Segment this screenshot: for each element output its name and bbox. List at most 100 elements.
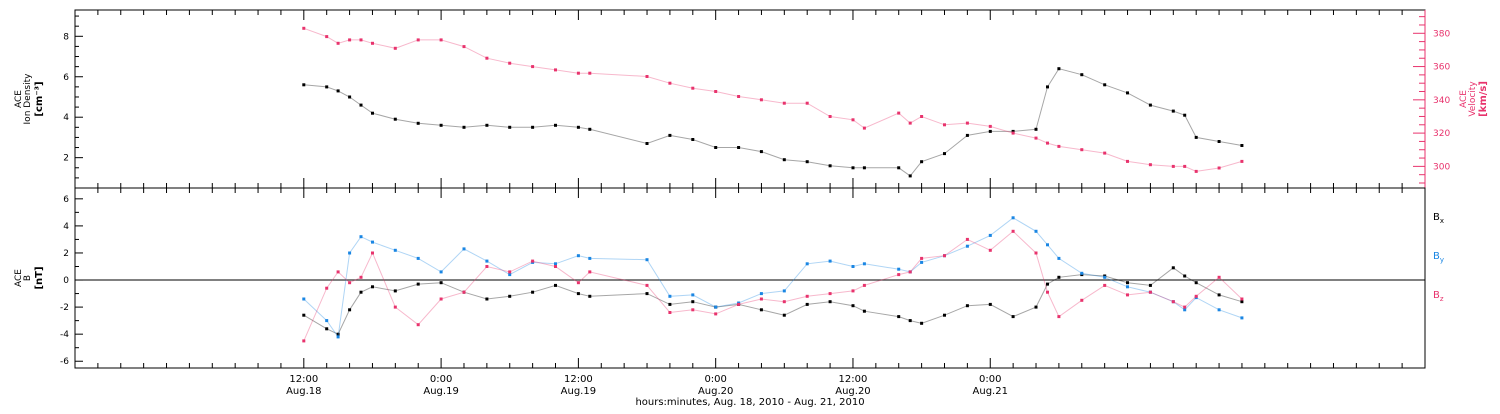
field-panel-frame [74,187,1426,369]
ion-density-axis-label-line-1: ACE [14,90,24,108]
velocity-point [1194,169,1198,173]
velocity-point [348,38,352,42]
time-tick-label: 0:00 [979,374,1001,385]
time-tick-label: 0:00 [430,374,452,385]
ion-density-point [737,146,741,149]
by-point [348,251,352,255]
bz-point [737,302,741,306]
bx-point [439,281,443,285]
ion-density-point [1046,85,1049,89]
ion-density-point [897,166,901,170]
legend-bz-label: Bz [1433,290,1444,303]
by-point [988,233,992,237]
ion-density-point [1217,140,1221,143]
velocity-point [416,38,420,42]
bx-point [359,290,363,294]
bz-point [714,312,718,316]
time-tick-label: 12:00 [839,374,868,385]
bx-point [371,285,374,289]
velocity-point [1034,136,1038,140]
velocity-point [897,111,901,115]
by-point [336,335,340,339]
ion-density-point [325,85,329,89]
by-point [1046,243,1049,247]
ion-density-point [1126,91,1129,95]
velocity-point [1011,131,1015,135]
bz-point [462,290,466,294]
bz-point [1217,275,1221,279]
ion-density-point [862,166,866,170]
bx-point [1148,283,1152,287]
bz-point [1080,298,1084,302]
by-point [462,247,466,251]
ion-density-point [943,152,946,156]
bz-point [862,283,866,287]
legend-bz: Bz [1433,290,1444,303]
ion-density-point [920,160,924,164]
density-tick-label: 6 [63,73,69,83]
ion-density-point [576,125,580,129]
bx-point [336,332,340,336]
field-points [302,216,1244,343]
by-point [1011,216,1015,220]
ion-density-point [1011,129,1015,133]
field-tick-label: -2 [60,303,69,313]
velocity-axis-label-line-2: Velocity [1468,81,1478,117]
bz-point [1034,251,1038,255]
bx-point [965,304,969,308]
velocity-point [393,46,397,50]
density-tick-label: 8 [63,32,69,42]
velocity-point [485,56,489,60]
bx-point [416,282,420,286]
time-axis: 12:00Aug.180:00Aug.1912:00Aug.190:00Aug.… [97,10,1403,397]
bz-point [782,300,786,304]
by-point [759,292,763,296]
bz-point [336,270,340,274]
velocity-tick-label: 340 [1433,96,1450,106]
ion-density-point [371,111,374,115]
ion-density-point [805,160,809,164]
bz-point [325,286,329,290]
time-tick-label: 0:00 [704,374,726,385]
bz-point [348,281,352,285]
bz-point [1011,229,1015,233]
velocity-point [988,124,992,128]
by-point [851,265,855,268]
velocity-point [1057,144,1061,148]
velocity-point [862,126,866,130]
bx-point [1183,274,1187,278]
ion-density-point [588,127,592,131]
by-point [588,256,592,260]
ion-density-point [359,103,363,107]
velocity-point [462,45,466,49]
velocity-point [828,115,832,118]
bx-point [1057,275,1061,279]
velocity-point [325,35,329,39]
bz-point [645,283,649,287]
velocity-point [439,38,443,42]
bz-point [1057,315,1061,319]
by-point [302,297,306,301]
velocity-point [851,118,855,122]
by-point [691,293,695,297]
velocity-point [759,98,763,102]
velocity-point [965,121,969,125]
legend-bz-main: B [1433,290,1440,301]
bx-point [1126,281,1129,285]
bx-point [1046,282,1049,286]
ion-density-axis-label-line-3: [cm⁻³] [34,81,45,116]
bz-point [828,292,832,296]
bz-point [691,308,695,312]
bz-point [897,273,901,277]
by-trace [303,217,1243,339]
by-point [645,258,649,262]
bx-point [897,315,901,319]
bx-point [691,300,695,304]
bx-point [1194,281,1198,285]
velocity-axis: 300 320 340 360 380 [1413,10,1450,188]
plasma-panel: 2 4 6 8 300 320 340 360 380 ACE Ion Density [cm… [14,9,1489,189]
ion-density-point [1148,103,1152,107]
velocity-point [920,115,924,118]
bz-point [1183,305,1187,309]
